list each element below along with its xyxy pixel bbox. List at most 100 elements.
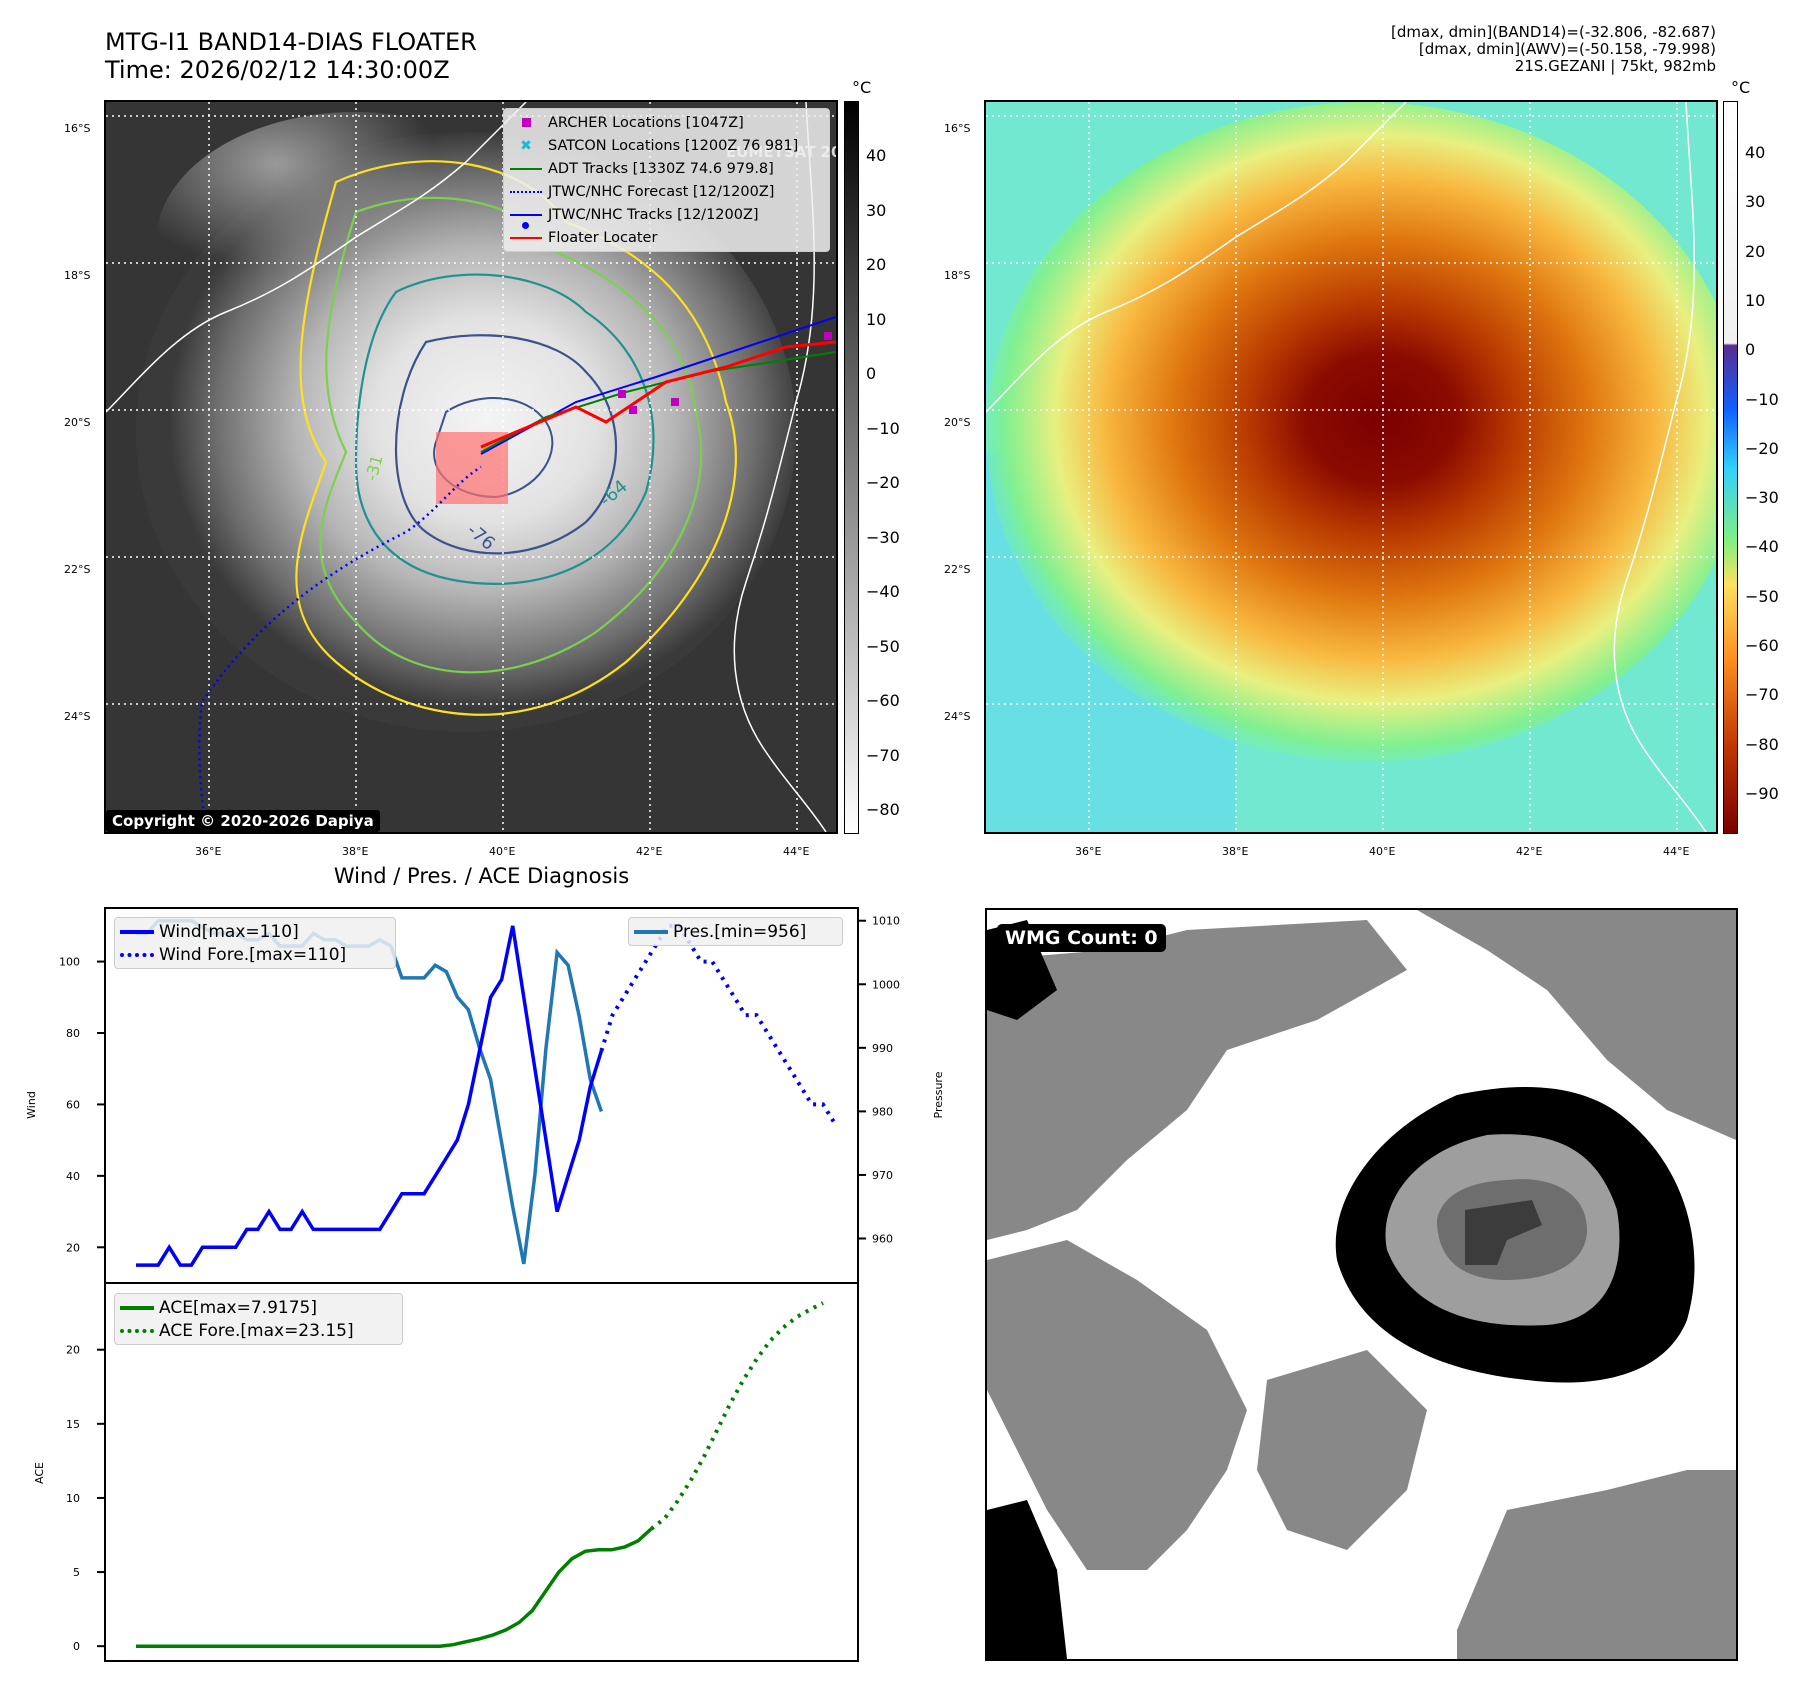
wind-ticks: 20 40 60 80 100 (59, 956, 105, 1254)
legend-label: ACE[max=7.9175] (159, 1297, 317, 1318)
map-gridlines (986, 102, 1716, 832)
colorbar-tick-label: −40 (866, 582, 900, 601)
wind-axis-label: Wind (25, 1091, 38, 1119)
contour-minus64 (395, 334, 618, 555)
legend-label: JTWC/NHC Forecast [12/1200Z] (548, 183, 775, 200)
pressure-axis-label: Pressure (932, 1071, 945, 1118)
ace-ticks: 0 5 10 15 20 (66, 1344, 105, 1653)
legend-item-satcon: ✖ SATCON Locations [1200Z 76 981] (504, 134, 829, 157)
colorbar-tick-label: −20 (866, 473, 900, 492)
colorbar-tick-label: −40 (1745, 537, 1779, 557)
ace-series (136, 1301, 824, 1648)
ace-tick-label: 15 (66, 1418, 80, 1431)
band14-range: [dmax, dmin](BAND14)=(-32.806, -82.687) (1391, 23, 1716, 41)
coastline-mozambique (986, 102, 1407, 413)
awv-range: [dmax, dmin](AWV)=(-50.158, -79.998) (1418, 40, 1716, 58)
awv-colorbar (1723, 101, 1738, 834)
colorbar-tick-label: −60 (866, 691, 900, 710)
colorbar-tick-label: 20 (866, 255, 887, 274)
wmg-count-badge: WMG Count: 0 (997, 924, 1166, 952)
copyright-badge: Copyright © 2020-2026 Dapiya (106, 810, 380, 832)
awv-map-panel[interactable] (984, 100, 1718, 834)
wmg-gray-regions (987, 910, 1736, 1659)
colorbar-tick-label: −50 (866, 636, 900, 656)
colorbar-tick-label: −30 (1745, 488, 1779, 508)
colorbar-tick-label: 40 (866, 146, 887, 165)
moisture-core (986, 102, 1716, 762)
pressure-tick-label: 1000 (872, 978, 900, 991)
line-icon (120, 1305, 154, 1310)
line-icon (634, 929, 668, 934)
colorbar-tick-label: −70 (866, 745, 900, 765)
dotted-line-icon (510, 190, 542, 193)
pressure-tick-label: 970 (872, 1169, 893, 1182)
ace-chart: ACE 0 5 10 15 20 (33, 1283, 859, 1662)
line-icon (120, 929, 154, 934)
wmg-black-corner (987, 1500, 1067, 1659)
line-icon (510, 167, 542, 170)
ace-line (136, 1527, 653, 1648)
colorbar-tick-label: −60 (1745, 636, 1779, 655)
lon-label: 40°E (489, 845, 516, 858)
colorbar-tick-label: −80 (866, 800, 900, 819)
archer-markers (618, 332, 832, 414)
colorbar-tick-label: 30 (866, 200, 887, 220)
line-dot-icon (510, 213, 542, 216)
ir-colorbar-unit: °C (852, 78, 872, 97)
colorbar-tick-label: 10 (866, 309, 887, 329)
colorbar-tick-label: −30 (866, 527, 900, 547)
wmg-panel[interactable]: WMG Count: 0 (985, 908, 1738, 1661)
wmg-image (987, 910, 1736, 1659)
jtwc-forecast-track[interactable] (198, 465, 482, 832)
coastline-madagascar (733, 102, 827, 832)
wind-tick-label: 40 (66, 1170, 80, 1183)
x-marker-icon: ✖ (520, 137, 532, 154)
lat-label: 22°S (64, 563, 91, 576)
legend-label: Pres.[min=956] (673, 921, 807, 942)
pressure-tick-label: 960 (872, 1233, 893, 1246)
contour-minus31 (319, 196, 703, 674)
colorbar-tick-label: −10 (1745, 389, 1779, 409)
wind-tick-label: 60 (66, 1098, 80, 1111)
ir-map-panel[interactable]: -76 -64 -31 EUMETSAT 2026 ARCHER Locatio… (104, 100, 838, 834)
lon-label: 40°E (1369, 845, 1396, 858)
ace-tick-label: 0 (73, 1640, 80, 1653)
lat-label: 16°S (944, 122, 971, 135)
legend-item-adt: ADT Tracks [1330Z 74.6 979.8] (504, 157, 829, 180)
legend-item-floater: Floater Locater (504, 226, 829, 249)
pressure-tick-label: 1010 (872, 915, 900, 928)
lon-label: 36°E (1075, 845, 1102, 858)
lat-label: 24°S (64, 710, 91, 723)
pressure-ticks: 960 970 980 990 1000 1010 (858, 915, 900, 1246)
legend-label: Wind[max=110] (159, 921, 299, 942)
storm-info: [dmax, dmin](BAND14)=(-32.806, -82.687) … (1391, 24, 1716, 75)
diagnosis-title: Wind / Pres. / ACE Diagnosis (333, 864, 630, 888)
legend-item-ace: ACE[max=7.9175] (115, 1296, 402, 1319)
legend-label: Floater Locater (548, 229, 658, 246)
legend-item-wind: Wind[max=110] (115, 920, 395, 943)
awv-colorbar-unit: °C (1731, 78, 1751, 97)
colorbar-tick-label: −20 (1745, 438, 1779, 458)
ir-colorbar-ticks: 40 30 20 10 0 −10 −20 −30 −40 −50 −60 −70 −80 (866, 101, 906, 834)
line-icon (510, 236, 542, 239)
lon-label: 38°E (342, 845, 369, 858)
floater-track[interactable] (480, 340, 836, 449)
lat-label: 22°S (944, 563, 971, 576)
pressure-tick-label: 980 (872, 1105, 893, 1118)
lat-label: 24°S (944, 710, 971, 723)
pressure-line (136, 918, 604, 1265)
lon-label: 44°E (783, 845, 810, 858)
lat-label: 16°S (64, 122, 91, 135)
colorbar-tick-label: −50 (1745, 586, 1779, 606)
colorbar-tick-label: 20 (1745, 241, 1766, 261)
ace-tick-label: 5 (73, 1566, 80, 1579)
lon-label: 42°E (1516, 845, 1543, 858)
square-marker-icon (521, 118, 531, 127)
title-line-2: Time: 2026/02/12 14:30:00Z (105, 56, 450, 84)
wind-series (136, 918, 836, 1267)
dotted-line-icon (120, 952, 154, 957)
legend-item-wind-forecast: Wind Fore.[max=110] (115, 943, 395, 966)
ir-legend: ARCHER Locations [1047Z] ✖ SATCON Locatio… (503, 108, 830, 252)
ace-axis-label: ACE (33, 1462, 46, 1484)
pressure-legend: Pres.[min=956] (628, 917, 843, 946)
